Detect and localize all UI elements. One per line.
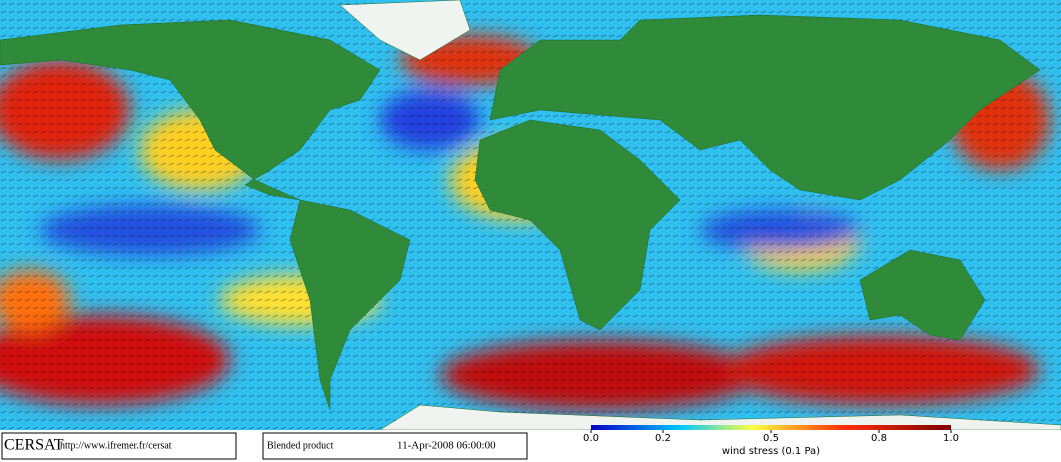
colorbar-tick-label: 0.8 xyxy=(871,433,887,444)
colorbar-tick-label: 0.0 xyxy=(583,433,599,444)
url[interactable]: http://www.ifremer.fr/cersat xyxy=(60,440,172,451)
australia xyxy=(859,249,986,341)
south-america xyxy=(289,199,411,411)
product: Blended product xyxy=(267,440,334,451)
colorbar-tick-label: 1.0 xyxy=(943,433,959,444)
colorbar xyxy=(591,425,951,430)
greenland xyxy=(339,0,471,61)
africa xyxy=(474,119,681,331)
colorbar-tick-label: 0.5 xyxy=(763,433,779,444)
date: 11-Apr-2008 06:00:00 xyxy=(397,440,496,452)
north-america xyxy=(0,19,381,201)
colorbar-tick-label: 0.2 xyxy=(655,433,671,444)
info-box xyxy=(262,432,528,460)
colorbar-label: wind stress (0.1 Pa) xyxy=(722,446,820,457)
eurasia xyxy=(489,14,1041,201)
logo: CERSAT xyxy=(4,437,64,454)
antarctica xyxy=(379,404,1061,431)
logo-box xyxy=(1,432,237,460)
land xyxy=(0,0,1061,431)
